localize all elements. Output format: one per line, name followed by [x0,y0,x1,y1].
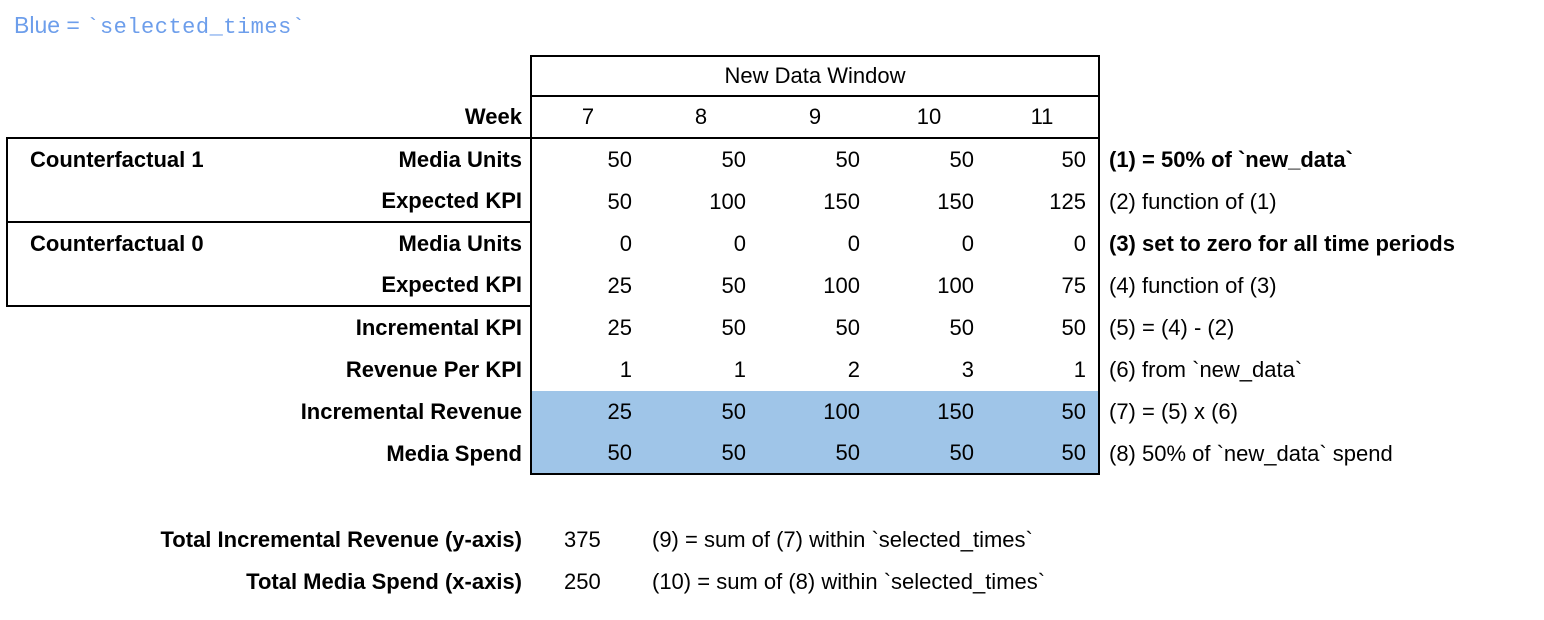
highlighted-value-cell: 50 [644,433,758,475]
value-cell: 0 [733,231,746,256]
annotation: (1) = 50% of `new_data` [1109,147,1353,172]
value-cell: 50 [530,181,644,223]
spacer-cell [6,307,285,349]
spacer-cell [6,349,285,391]
value-cell: 1 [986,349,1100,391]
row-label: Media Units [398,231,522,256]
value-cell: 50 [721,147,746,172]
value-cell: 150 [937,189,974,214]
highlighted-value-cell: 150 [872,391,986,433]
value-cell: 50 [721,315,746,340]
value-cell: 50 [835,147,860,172]
week-header: 7 [530,97,644,139]
data-table: New Data Window Week 7 8 9 10 11 Counter… [6,55,1540,475]
spacer-cell [6,181,285,223]
value-cell: 1 [530,349,644,391]
highlighted-value-cell: 50 [986,433,1100,475]
total-media-spend-label: Total Media Spend (x-axis) [246,569,522,594]
value-cell: 2 [847,357,860,382]
value-cell: 50 [949,147,974,172]
value-cell: 50 [721,273,746,298]
row-label: Revenue Per KPI [345,357,522,382]
legend-code: `selected_times` [86,15,306,40]
totals-section: Total Incremental Revenue (y-axis) 375 (… [6,519,1352,603]
row-label: Incremental Revenue [300,399,522,424]
highlighted-value-cell: 50 [758,433,872,475]
highlighted-value-cell: 50 [530,433,644,475]
spacer-cell [6,433,285,475]
annotation: (3) set to zero for all time periods [1109,231,1455,256]
annotation: (5) = (4) - (2) [1109,315,1235,340]
total-incremental-revenue-value: 375 [564,527,601,552]
spacer-cell [6,391,285,433]
value-cell: 0 [961,231,974,256]
value-cell: 50 [986,139,1100,181]
value-cell: 0 [986,223,1100,265]
total-media-spend-value: 250 [564,569,601,594]
spacer-cell [6,97,285,139]
highlighted-value-cell: 50 [872,433,986,475]
total-incremental-revenue-annotation: (9) = sum of (7) within `selected_times` [652,527,1033,552]
annotation: (6) from `new_data` [1109,357,1303,382]
spacer-cell [6,265,285,307]
highlighted-value-cell: 50 [644,391,758,433]
group-label: Counterfactual 0 [6,223,285,265]
week-header: 8 [644,97,758,139]
total-media-spend-annotation: (10) = sum of (8) within `selected_times… [652,569,1046,594]
week-label: Week [285,97,530,139]
highlighted-value-cell: 50 [986,391,1100,433]
annotation: (2) function of (1) [1109,189,1277,214]
legend-text: Blue = [14,12,87,38]
legend: Blue = `selected_times` [14,12,305,40]
highlighted-value-cell: 100 [758,391,872,433]
row-label: Media Spend [386,441,522,466]
value-cell: 50 [949,315,974,340]
new-data-window-header: New Data Window [530,55,1100,97]
annotation: (8) 50% of `new_data` spend [1109,441,1393,466]
total-incremental-revenue-label: Total Incremental Revenue (y-axis) [160,527,523,552]
value-cell: 3 [961,357,974,382]
value-cell: 25 [530,265,644,307]
value-cell: 50 [835,315,860,340]
value-cell: 0 [530,223,644,265]
week-header: 11 [986,97,1100,139]
value-cell: 125 [986,181,1100,223]
row-label: Incremental KPI [355,315,522,340]
row-label: Media Units [398,147,522,172]
highlighted-value-cell: 25 [530,391,644,433]
value-cell: 100 [709,189,746,214]
annotation: (4) function of (3) [1109,273,1277,298]
value-cell: 25 [530,307,644,349]
value-cell: 1 [733,357,746,382]
value-cell: 50 [986,307,1100,349]
value-cell: 100 [823,273,860,298]
group-label: Counterfactual 1 [6,139,285,181]
value-cell: 100 [937,273,974,298]
row-label: Expected KPI [285,181,530,223]
value-cell: 150 [823,189,860,214]
value-cell: 50 [530,139,644,181]
annotation: (7) = (5) x (6) [1109,399,1238,424]
row-label: Expected KPI [285,265,530,307]
week-header: 10 [872,97,986,139]
value-cell: 0 [847,231,860,256]
week-header: 9 [758,97,872,139]
value-cell: 75 [986,265,1100,307]
